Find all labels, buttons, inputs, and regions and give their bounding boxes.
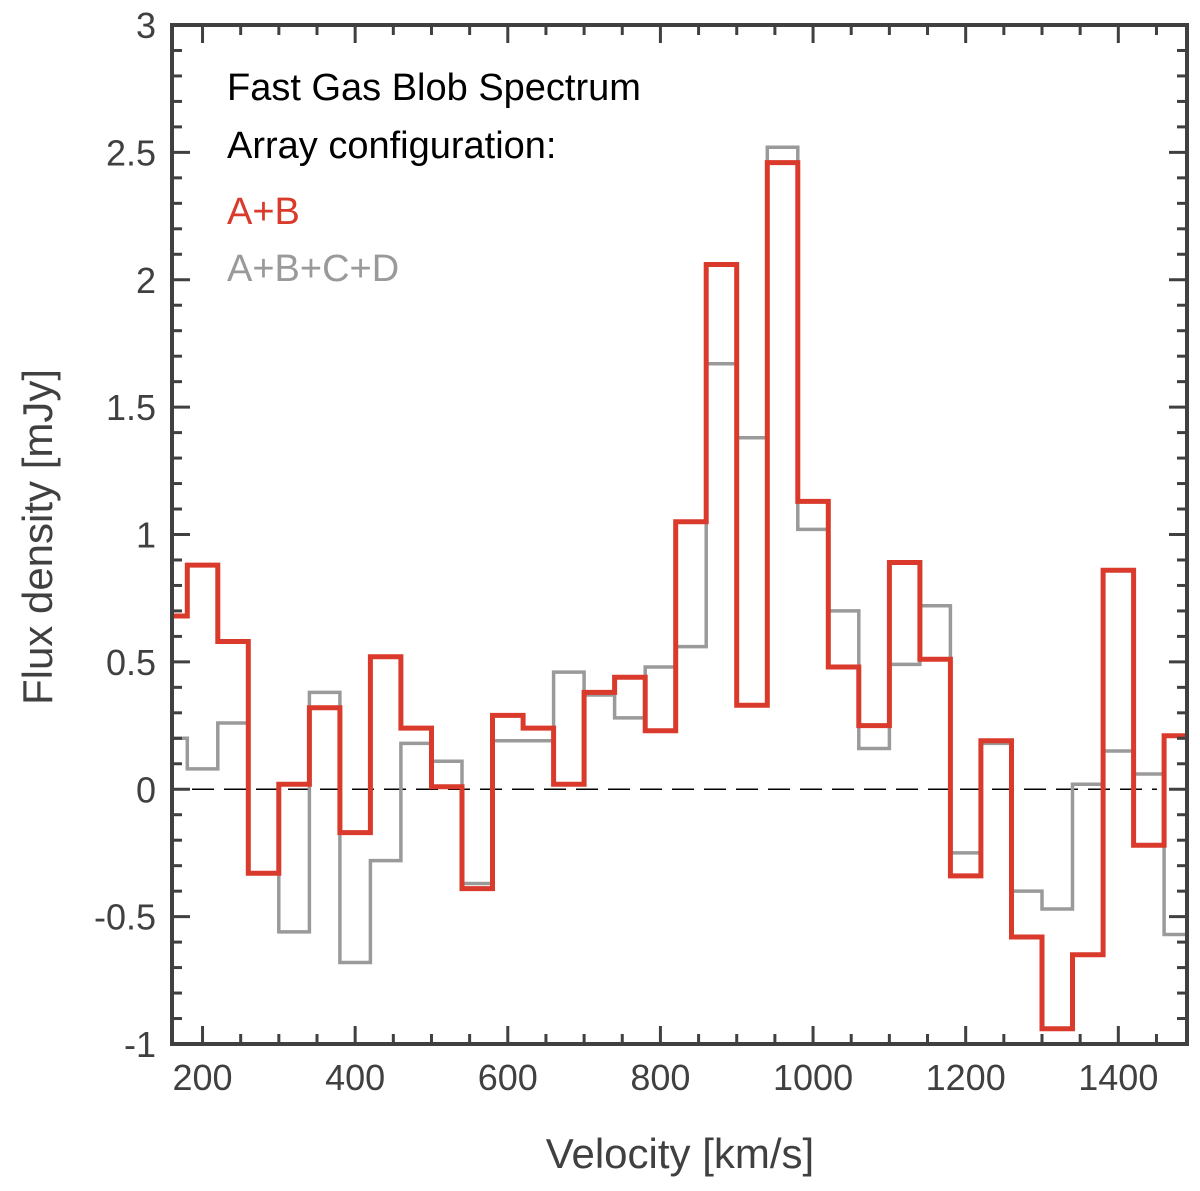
legend: Fast Gas Blob Spectrum Array configurati…	[227, 67, 641, 290]
legend-entry-a-b: A+B	[227, 191, 300, 233]
series-layer	[172, 145, 1187, 1032]
legend-entry-a-b-c-d: A+B+C+D	[227, 248, 399, 290]
series-line-a-b	[172, 160, 1187, 1032]
chart-title-line-1: Fast Gas Blob Spectrum	[227, 67, 641, 109]
y-tick-label: 2	[136, 260, 156, 301]
y-tick-label: 2.5	[106, 132, 156, 173]
x-tick-label: 1200	[926, 1057, 1006, 1098]
x-axis-title: Velocity [km/s]	[546, 1130, 814, 1177]
y-axis-title: Flux density [mJy]	[14, 369, 61, 705]
y-tick-label: -1	[124, 1024, 156, 1065]
x-tick-label: 1000	[773, 1057, 853, 1098]
y-tick-label: 1.5	[106, 387, 156, 428]
y-tick-label: -0.5	[94, 897, 156, 938]
x-tick-label: 1400	[1078, 1057, 1158, 1098]
y-tick-label: 1	[136, 515, 156, 556]
y-tick-label: 3	[136, 5, 156, 46]
x-tick-label: 400	[325, 1057, 385, 1098]
x-tick-label: 600	[478, 1057, 538, 1098]
x-tick-label: 800	[630, 1057, 690, 1098]
x-tick-label: 200	[172, 1057, 232, 1098]
y-tick-label: 0	[136, 769, 156, 810]
y-tick-label: 0.5	[106, 642, 156, 683]
chart-title-line-2: Array configuration:	[227, 125, 557, 167]
tick-layer: 200 400 600 800 1000 1200 1400 -1 -0.5 0 0.5 1 1.5 2 2…	[94, 5, 1187, 1098]
